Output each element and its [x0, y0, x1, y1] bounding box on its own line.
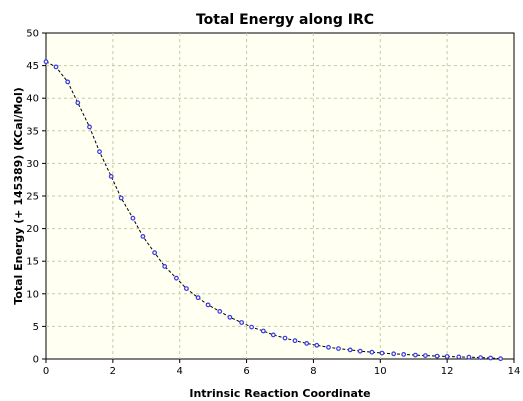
- data-point: [87, 124, 92, 130]
- x-axis-label: Intrinsic Reaction Coordinate: [189, 387, 370, 400]
- data-point: [401, 352, 407, 357]
- y-tick-label: 25: [26, 192, 39, 203]
- data-point: [391, 351, 397, 357]
- x-tick-label: 0: [43, 366, 49, 377]
- data-point: [140, 233, 146, 239]
- y-tick-label: 15: [26, 257, 39, 268]
- data-point: [217, 309, 223, 314]
- data-point: [43, 59, 49, 65]
- data-point: [314, 342, 320, 348]
- data-point: [173, 275, 179, 281]
- data-point: [227, 314, 233, 320]
- data-point: [292, 338, 298, 344]
- y-tick-label: 20: [26, 224, 39, 235]
- y-tick-label: 0: [33, 355, 39, 366]
- data-point: [162, 264, 168, 269]
- y-tick-label: 10: [26, 289, 39, 300]
- data-point: [183, 286, 189, 292]
- data-point: [357, 348, 363, 354]
- data-point: [423, 353, 428, 359]
- data-point: [326, 344, 331, 350]
- y-tick-label: 45: [26, 61, 39, 72]
- data-point: [205, 302, 211, 308]
- data-point: [282, 335, 288, 341]
- data-point: [249, 324, 255, 330]
- y-axis-label: Total Energy (+ 145389) (KCal/Mol): [12, 87, 25, 304]
- data-point: [347, 347, 353, 353]
- data-point: [75, 100, 81, 106]
- data-point: [336, 346, 341, 352]
- x-tick-label: 10: [374, 366, 387, 377]
- data-point: [239, 320, 245, 325]
- axis-ticks: 0 2 4 6 8 10 12 14 0 5 10 15 20 25 30 35 40 45 50: [26, 29, 520, 378]
- data-point: [97, 149, 102, 155]
- data-point: [260, 328, 266, 334]
- data-point: [304, 341, 310, 346]
- x-tick-label: 2: [110, 366, 116, 377]
- data-point: [434, 353, 440, 359]
- y-tick-label: 40: [26, 94, 39, 105]
- data-point: [466, 354, 472, 360]
- y-tick-label: 30: [26, 159, 39, 170]
- data-point: [488, 355, 494, 361]
- data-point: [108, 173, 114, 179]
- data-point: [379, 350, 385, 356]
- data-point: [369, 349, 375, 355]
- data-point: [413, 352, 418, 358]
- y-tick-label: 50: [26, 29, 39, 40]
- x-tick-label: 12: [441, 366, 454, 377]
- data-point: [65, 79, 71, 85]
- y-tick-label: 35: [26, 126, 39, 137]
- x-tick-label: 4: [177, 366, 183, 377]
- data-point: [270, 332, 276, 338]
- x-tick-label: 14: [508, 366, 521, 377]
- data-point: [118, 195, 124, 201]
- data-points: [43, 59, 504, 362]
- data-point: [152, 250, 158, 256]
- x-tick-label: 6: [243, 366, 249, 377]
- x-tick-label: 8: [310, 366, 316, 377]
- data-point: [478, 355, 484, 361]
- data-point: [195, 295, 201, 301]
- data-point: [130, 215, 136, 221]
- y-tick-label: 5: [33, 322, 39, 333]
- data-point: [444, 354, 450, 359]
- chart-title: Total Energy along IRC: [196, 12, 374, 28]
- data-point: [456, 354, 462, 360]
- grid-lines: [46, 33, 514, 359]
- data-point: [498, 356, 504, 362]
- data-point: [53, 64, 59, 70]
